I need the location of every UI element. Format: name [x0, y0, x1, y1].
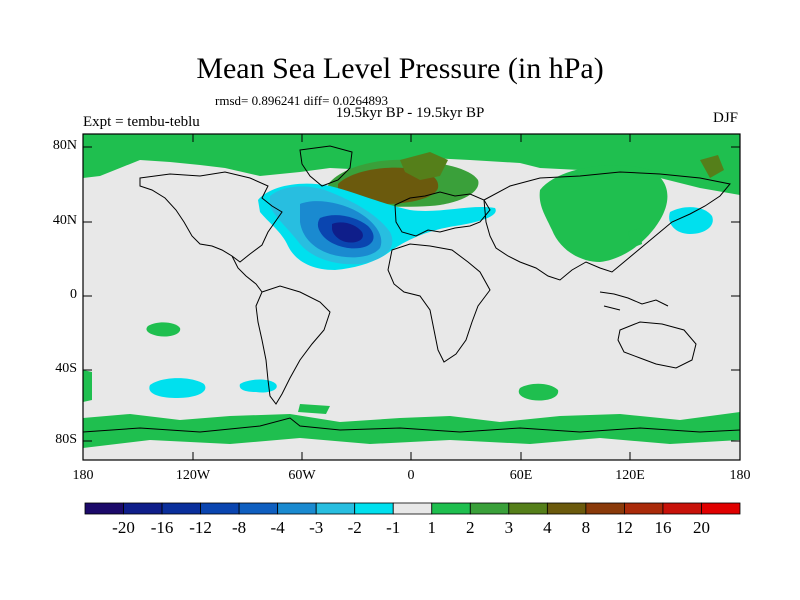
lon-label: 60W: [288, 468, 316, 483]
colorbar-label: 12: [615, 518, 633, 537]
coast-africa: [387, 243, 491, 363]
colorbar-box: [431, 502, 471, 515]
colorbar-label: -2: [347, 518, 362, 537]
lat-label: 40S: [55, 361, 77, 376]
coast-greenland: [299, 145, 353, 187]
colorbar-label: 20: [692, 518, 710, 537]
colorbar-label: -3: [309, 518, 324, 537]
colorbar-box: [354, 502, 394, 515]
lat-label: 80S: [55, 432, 77, 447]
colorbar-box: [662, 502, 702, 515]
coast-antarctica: [83, 417, 740, 433]
colorbar-box: [624, 502, 664, 515]
arctic-high-core: [400, 152, 724, 180]
colorbar-box: [469, 502, 510, 515]
coast-asia: [483, 171, 731, 281]
colorbar-box: [84, 502, 124, 515]
colorbar-label: 8: [581, 518, 591, 537]
lon-label: 180: [729, 468, 751, 483]
greenland-scandinavia-high-core: [338, 167, 439, 204]
coast-australia: [617, 321, 697, 369]
south-pacific-negative: [149, 378, 277, 398]
colorbar-label: -12: [189, 518, 212, 537]
colorbar-box: [315, 502, 356, 515]
season-label: DJF: [713, 110, 739, 126]
colorbar: [84, 502, 741, 515]
colorbar-label: -1: [386, 518, 401, 537]
coastlines: [83, 145, 740, 433]
coast-indonesia: [599, 291, 669, 311]
east-asia-positive: [628, 228, 642, 248]
lat-label: 80N: [52, 138, 77, 153]
colorbar-box: [701, 502, 741, 515]
coast-north-america: [139, 171, 283, 263]
colorbar-box: [200, 502, 240, 515]
colorbar-label: -8: [232, 518, 247, 537]
colorbar-box: [277, 502, 317, 515]
colorbar-box: [123, 502, 163, 515]
tropical-pacific-positive: [146, 322, 181, 337]
colorbar-box: [508, 502, 548, 515]
colorbar-label: -4: [270, 518, 285, 537]
plot-title: Mean Sea Level Pressure (in hPa): [196, 52, 604, 85]
colorbar-label: 2: [466, 518, 475, 537]
colorbar-box: [392, 502, 433, 515]
coast-europe: [394, 191, 491, 237]
arctic-high: [83, 134, 740, 195]
colorbar-box: [238, 502, 279, 515]
lon-label: 180: [72, 468, 94, 483]
lon-label: 0: [407, 468, 415, 483]
lon-label: 120W: [175, 468, 211, 483]
north-atlantic-low-core: [332, 222, 363, 243]
plot-subtitle: 19.5kyr BP - 19.5kyr BP: [335, 105, 485, 121]
lat-label: 40N: [52, 213, 77, 228]
map-panel: [83, 134, 740, 460]
antarctic-interior-neutral: [83, 438, 740, 460]
colorbar-label: 1: [427, 518, 437, 537]
lat-label: 0: [70, 287, 77, 302]
experiment-label: Expt = tembu-teblu: [83, 114, 200, 130]
colorbar-label: -16: [150, 518, 174, 537]
colorbar-label: 3: [504, 518, 514, 537]
colorbar-box: [585, 502, 625, 515]
coast-central-america: [231, 255, 263, 293]
colorbar-label: 4: [543, 518, 552, 537]
colorbar-box: [546, 502, 587, 515]
colorbar-box: [161, 502, 201, 515]
coast-south-america: [255, 285, 331, 405]
axis-ticks: [83, 134, 740, 460]
colorbar-label: 16: [654, 518, 672, 537]
colorbar-label: -20: [112, 518, 135, 537]
stats-line: rmsd= 0.896241 diff= 0.0264893: [215, 93, 388, 108]
lon-label: 60E: [509, 468, 533, 483]
lon-label: 120E: [615, 468, 645, 483]
north-pacific-negative: [669, 207, 713, 234]
